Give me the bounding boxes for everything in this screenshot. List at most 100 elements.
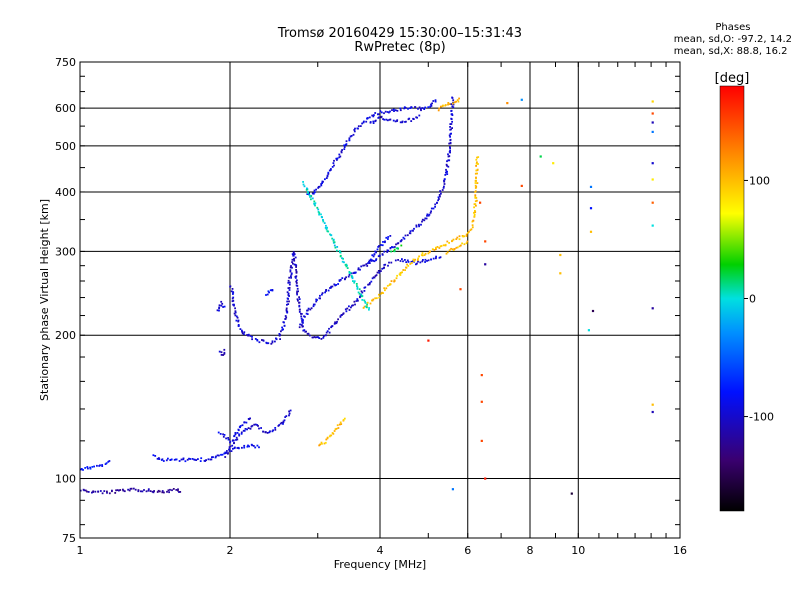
data-point	[455, 100, 457, 103]
data-point	[406, 234, 409, 237]
data-point	[440, 192, 442, 195]
data-point	[391, 109, 393, 111]
data-point	[358, 288, 361, 291]
data-point	[369, 302, 372, 305]
data-point	[295, 270, 298, 273]
data-point	[279, 422, 282, 425]
data-point	[458, 238, 461, 241]
data-point	[399, 274, 402, 276]
data-point	[458, 245, 461, 248]
data-point	[452, 238, 455, 241]
data-point	[435, 255, 437, 258]
data-point	[291, 266, 293, 269]
data-point	[89, 467, 92, 470]
y-tick-label: 100	[55, 473, 76, 486]
data-point	[256, 339, 259, 342]
data-point	[375, 297, 378, 300]
data-point	[227, 437, 229, 439]
data-point	[447, 153, 449, 156]
data-point	[179, 491, 182, 493]
data-point	[426, 213, 429, 216]
data-point	[445, 252, 448, 255]
data-point	[449, 142, 452, 144]
data-point	[651, 162, 654, 165]
data-point	[284, 318, 287, 320]
data-point	[475, 197, 478, 199]
data-point	[465, 242, 468, 245]
data-point	[370, 280, 373, 283]
data-point	[348, 309, 351, 311]
data-point	[406, 263, 408, 266]
data-point	[298, 326, 301, 329]
data-point	[220, 304, 223, 307]
data-point	[240, 432, 243, 435]
data-point	[421, 107, 424, 109]
data-point	[430, 105, 433, 107]
data-point	[462, 235, 464, 238]
data-point	[227, 452, 229, 455]
data-point	[296, 290, 298, 293]
data-point	[177, 489, 179, 492]
data-point	[343, 144, 346, 147]
data-point	[447, 165, 450, 168]
data-point	[168, 491, 170, 494]
data-point	[559, 253, 562, 257]
data-point	[390, 280, 393, 282]
data-point	[418, 225, 420, 228]
data-point	[99, 464, 101, 467]
data-point	[336, 157, 339, 160]
data-point	[484, 477, 487, 480]
data-point	[222, 433, 224, 436]
data-point	[336, 249, 338, 252]
data-point	[307, 332, 310, 335]
data-point	[285, 316, 288, 319]
data-point	[342, 257, 344, 260]
data-point	[193, 458, 196, 461]
data-point	[301, 320, 304, 323]
data-point	[651, 410, 654, 414]
data-point	[346, 307, 349, 310]
data-point	[232, 447, 234, 450]
data-point	[459, 288, 462, 291]
data-point	[373, 114, 375, 116]
x-tick-label: 2	[227, 544, 234, 557]
data-point	[251, 338, 253, 341]
data-point	[279, 338, 281, 340]
data-point	[106, 491, 108, 494]
data-point	[408, 117, 411, 120]
data-point	[197, 458, 199, 460]
data-point	[158, 458, 161, 460]
data-point	[444, 243, 447, 246]
data-point	[395, 243, 397, 246]
data-point	[333, 322, 336, 325]
data-point	[437, 109, 440, 112]
data-point	[470, 228, 473, 231]
data-point	[591, 309, 595, 313]
data-point	[247, 334, 249, 337]
data-point	[394, 120, 397, 123]
data-point	[256, 444, 259, 447]
data-point	[455, 238, 458, 240]
data-point	[438, 198, 440, 200]
data-point	[476, 172, 478, 175]
data-point	[362, 307, 365, 309]
data-point	[254, 338, 257, 340]
data-point	[175, 458, 178, 461]
data-point	[281, 326, 283, 329]
data-point	[388, 261, 390, 264]
data-point	[278, 333, 281, 335]
data-point	[333, 430, 336, 432]
data-point	[318, 337, 321, 339]
data-point	[161, 458, 164, 461]
data-point	[430, 103, 432, 106]
data-point	[335, 322, 338, 325]
data-point	[363, 305, 366, 308]
data-point	[441, 189, 444, 191]
data-point	[374, 250, 377, 253]
data-point	[348, 137, 351, 140]
data-point	[437, 196, 440, 199]
data-point	[380, 115, 383, 118]
data-point	[328, 169, 331, 172]
data-point	[333, 241, 336, 244]
data-point	[303, 329, 306, 331]
